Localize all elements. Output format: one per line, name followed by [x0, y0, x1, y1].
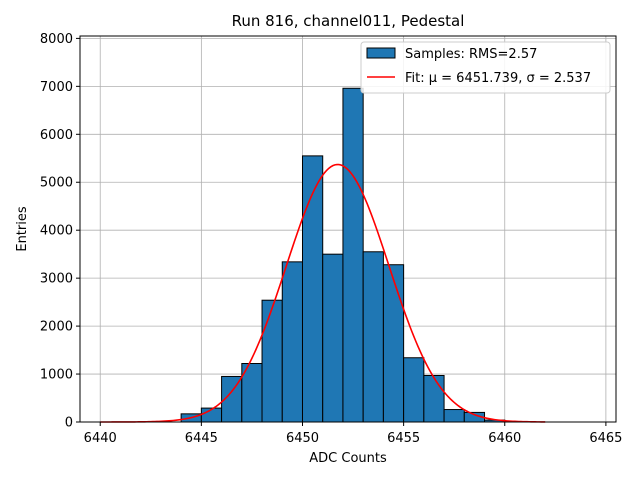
legend-label-fit: Fit: μ = 6451.739, σ = 2.537 — [405, 71, 591, 86]
histogram-bar — [382, 264, 405, 423]
x-tick-label: 6460 — [488, 431, 521, 446]
y-tick-label: 4000 — [40, 224, 73, 239]
legend-swatch-samples — [366, 47, 396, 59]
histogram-bar — [261, 299, 283, 423]
y-tick-label: 8000 — [40, 32, 73, 47]
histogram-bar — [403, 357, 425, 423]
y-tick-label: 0 — [65, 416, 73, 431]
histogram-bar — [281, 261, 303, 423]
x-tick-label: 6465 — [589, 431, 622, 446]
y-tick-label: 1000 — [40, 368, 73, 383]
y-tick-label: 7000 — [40, 80, 73, 95]
x-tick-label: 6450 — [286, 431, 319, 446]
legend-label-samples: Samples: RMS=2.57 — [405, 47, 537, 62]
x-axis-ticks: 6440 6445 6450 6455 6460 6465 — [84, 422, 622, 446]
y-tick-label: 5000 — [40, 176, 73, 191]
x-tick-label: 6440 — [84, 431, 117, 446]
histogram-bar — [322, 253, 344, 423]
x-tick-label: 6445 — [185, 431, 218, 446]
plot-frame — [79, 35, 617, 423]
histogram-bar — [301, 155, 324, 423]
legend-box — [360, 41, 611, 94]
histogram-bar — [443, 409, 465, 423]
legend: Samples: RMS=2.57 Fit: μ = 6451.739, σ =… — [360, 41, 611, 94]
y-axis-ticks: 0 1000 2000 3000 4000 5000 6000 7000 8000 — [40, 32, 80, 431]
histogram-bars — [180, 87, 506, 423]
y-tick-label: 3000 — [40, 272, 73, 287]
histogram-bar — [362, 251, 384, 423]
x-axis-label: ADC Counts — [309, 451, 387, 466]
chart-title: Run 816, channel011, Pedestal — [232, 12, 465, 30]
fit-curve — [100, 163, 546, 423]
histogram-bar — [423, 374, 445, 423]
y-tick-label: 2000 — [40, 320, 73, 335]
y-axis-label: Entries — [15, 206, 30, 252]
x-tick-label: 6455 — [387, 431, 420, 446]
y-tick-label: 6000 — [40, 128, 73, 143]
histogram-bar — [342, 87, 364, 423]
